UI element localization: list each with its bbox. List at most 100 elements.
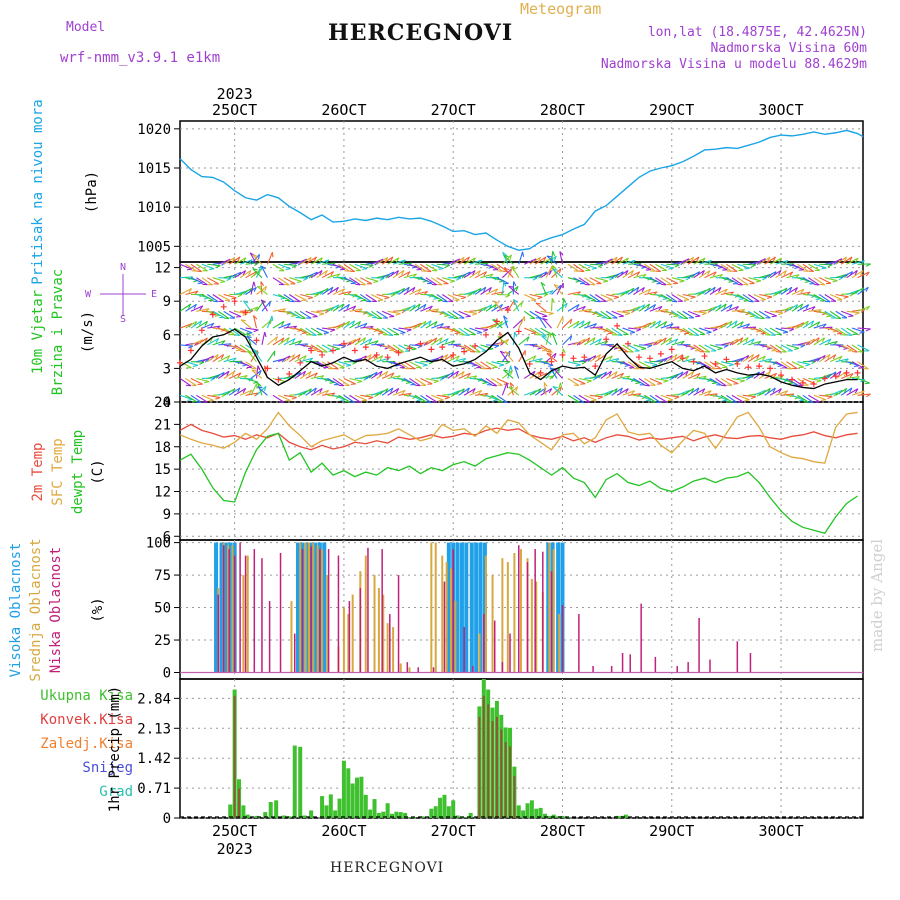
wind-vector <box>551 332 558 346</box>
wind-vector <box>234 257 247 265</box>
wind-vector <box>503 255 514 265</box>
cloud-low-bar <box>217 594 219 673</box>
cloud-high-bar <box>223 542 228 673</box>
wind-vector <box>343 277 356 284</box>
wind-vector-head <box>712 328 718 332</box>
wind-vector <box>556 282 564 295</box>
wind-vector-head <box>608 370 612 376</box>
wind-vector <box>851 361 864 369</box>
wind-vector-head <box>248 389 253 395</box>
wind-vector-head <box>257 254 261 260</box>
wind-vector <box>731 377 745 382</box>
wind-vector-head <box>494 345 500 349</box>
wind-vector <box>518 251 524 265</box>
wind-vector <box>381 327 394 336</box>
wind-vector-head <box>663 321 668 327</box>
wind-vector <box>310 270 323 279</box>
wind-vector <box>660 323 674 329</box>
wind-vector <box>677 389 690 396</box>
wind-vector-head <box>542 315 548 318</box>
wind-vector-head <box>472 312 478 316</box>
wind-vector <box>715 263 728 271</box>
wind-vector <box>857 286 869 295</box>
wind-vector-head <box>614 256 618 262</box>
wind-vector <box>463 344 476 353</box>
wind-vector <box>327 361 339 370</box>
wind-vector <box>540 388 553 396</box>
cloud-low-bar <box>501 662 504 673</box>
model-name: wrf-nmm_v3.9.1 e1km <box>60 50 221 66</box>
wind-vector-head <box>253 287 257 292</box>
wind-vector <box>551 268 562 279</box>
wind-vector-head <box>423 304 427 310</box>
wind-vector <box>638 263 652 271</box>
wind-vector <box>835 327 847 336</box>
wind-vector <box>616 388 629 396</box>
cloud-low-bar <box>337 555 340 673</box>
wind-vector-head <box>231 297 237 300</box>
wind-vector <box>218 343 232 346</box>
wind-vector <box>338 320 350 329</box>
wind-vector-head <box>596 315 603 318</box>
wind-vector <box>666 277 679 284</box>
wind-vector <box>245 327 259 331</box>
precip-total-bar <box>560 815 565 818</box>
wind-vector-head <box>647 344 653 349</box>
wind-vector <box>543 382 547 396</box>
wind-vector <box>299 388 312 396</box>
wind-vector-head <box>423 321 427 326</box>
wind-vector <box>534 327 547 336</box>
wind-vector <box>300 357 313 363</box>
wind-vector <box>633 304 645 312</box>
wind-gust-mark <box>209 311 216 318</box>
wind-vector <box>518 336 530 346</box>
wind-vector-head <box>838 370 842 376</box>
wind-vector <box>376 310 389 319</box>
wind-vector <box>387 327 400 336</box>
wind-vector-head <box>505 361 511 365</box>
wind-vector <box>786 344 800 349</box>
wind-vector <box>327 273 341 279</box>
cloud-low-bar <box>417 667 419 673</box>
wind-vector <box>179 344 193 347</box>
cloud-mid-bar <box>506 562 509 673</box>
wind-vector-head <box>619 256 623 262</box>
wind-vector <box>666 326 680 329</box>
wind-vector <box>261 265 268 278</box>
wind-vector-head <box>260 281 265 287</box>
wind-vector <box>474 361 487 370</box>
wind-vector <box>442 340 455 346</box>
wind-vector-head <box>192 364 199 367</box>
wind-vector <box>458 344 471 351</box>
wind-vector <box>753 293 766 301</box>
wind-vector <box>496 293 510 296</box>
wind-gust-mark <box>177 359 183 366</box>
wind-vector-head <box>449 280 455 283</box>
wind-vector-head <box>526 336 530 342</box>
wind-vector <box>190 305 203 312</box>
wind-vector-head <box>690 388 695 394</box>
wind-vector <box>491 361 505 366</box>
wind-vector <box>332 361 345 369</box>
precip-total-bar <box>341 760 346 818</box>
wind-vector <box>463 270 476 279</box>
wind-vector-head <box>428 320 432 326</box>
wind-vector <box>398 306 412 312</box>
wind-vector <box>529 310 542 319</box>
wind-vector <box>250 281 255 295</box>
wind-vector-head <box>778 270 782 276</box>
wind-vector-head <box>340 399 346 402</box>
cloud-mid-bar <box>231 545 234 673</box>
wind-vector-head <box>378 332 384 335</box>
wind-vector-head <box>204 380 210 384</box>
wind-vector-head <box>253 381 259 384</box>
wind-vector-head <box>706 331 712 334</box>
wind-vector <box>589 294 601 303</box>
wind-vector-head <box>199 361 205 365</box>
wind-vector <box>764 344 777 352</box>
wind-vector <box>398 327 412 331</box>
wind-vector <box>731 337 744 346</box>
wind-vector <box>431 337 443 346</box>
precip-total-bar <box>442 794 447 818</box>
wind-vector <box>332 322 346 329</box>
